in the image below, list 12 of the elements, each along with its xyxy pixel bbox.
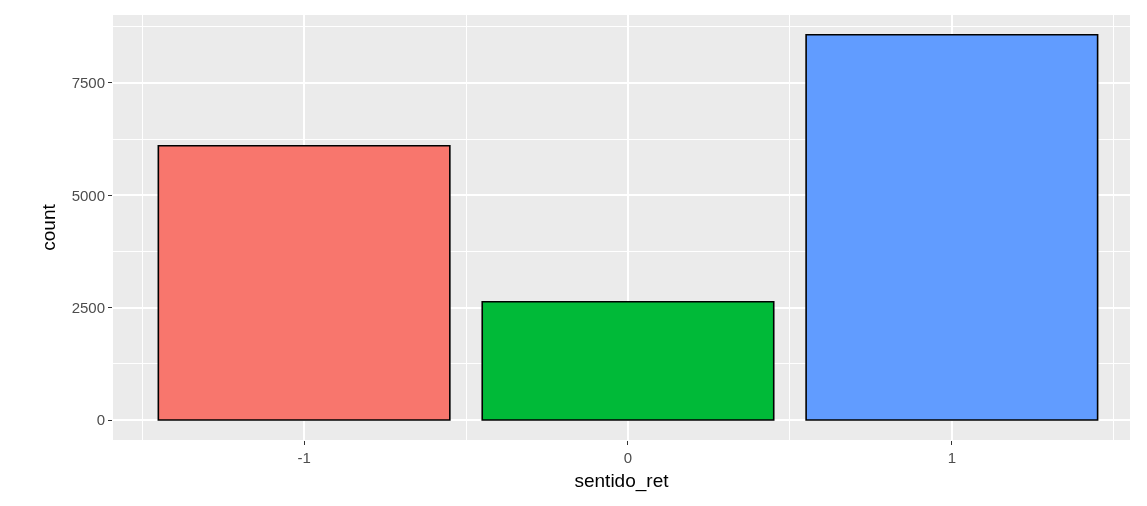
y-tick-label: 7500 — [71, 74, 105, 92]
y-axis-title: count — [38, 203, 60, 251]
bar — [157, 145, 451, 421]
bar — [805, 33, 1099, 421]
y-tick-label: 2500 — [71, 298, 105, 316]
x-tick-label: 1 — [947, 449, 957, 466]
x-tick-label: 0 — [623, 449, 633, 466]
y-tick-label: 5000 — [71, 186, 105, 204]
x-axis-title: sentido_ret — [574, 469, 670, 492]
y-tick-label: 0 — [96, 411, 105, 429]
x-tick-label: -1 — [297, 449, 311, 466]
bar — [481, 300, 775, 421]
